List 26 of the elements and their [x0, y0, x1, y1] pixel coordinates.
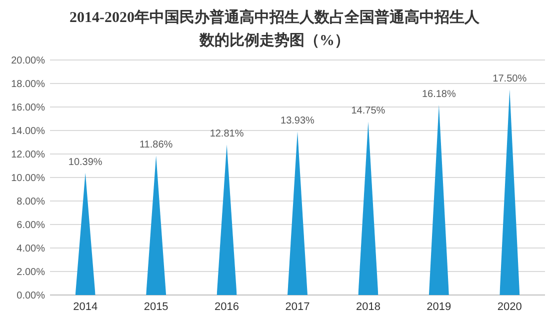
- y-tick-label: 14.00%: [11, 126, 46, 137]
- data-label: 17.50%: [492, 73, 527, 84]
- y-tick-label: 4.00%: [16, 244, 46, 254]
- x-tick-label: 2016: [214, 301, 240, 313]
- x-tick-label: 2014: [73, 301, 98, 313]
- y-tick-label: 2.00%: [16, 267, 46, 278]
- data-label: 10.39%: [68, 156, 102, 168]
- y-tick-label: 10.00%: [11, 173, 46, 184]
- data-label: 16.18%: [422, 88, 456, 100]
- y-tick-label: 8.00%: [16, 196, 46, 208]
- y-tick-label: 16.00%: [11, 102, 46, 114]
- x-tick-label: 2015: [144, 301, 168, 313]
- y-tick-label: 6.00%: [16, 220, 46, 231]
- data-label: 12.81%: [210, 128, 244, 140]
- y-tick-label: 18.00%: [11, 79, 46, 90]
- data-label: 14.75%: [351, 106, 386, 117]
- x-tick-label: 2019: [426, 301, 452, 313]
- data-label: 13.93%: [280, 115, 315, 126]
- title: 2014-2020年中国民办普通高中招生人数占全国普通高中招生人数的比例走势图（%）: [70, 10, 480, 49]
- x-tick-label: 2017: [285, 301, 310, 313]
- x-tick-label: 2020: [497, 301, 522, 313]
- y-tick-label: 0.00%: [16, 290, 46, 302]
- y-tick-label: 20.00%: [11, 56, 46, 66]
- x-tick-label: 2018: [356, 301, 380, 313]
- data-label: 11.86%: [139, 140, 173, 151]
- y-tick-label: 12.00%: [11, 150, 46, 160]
